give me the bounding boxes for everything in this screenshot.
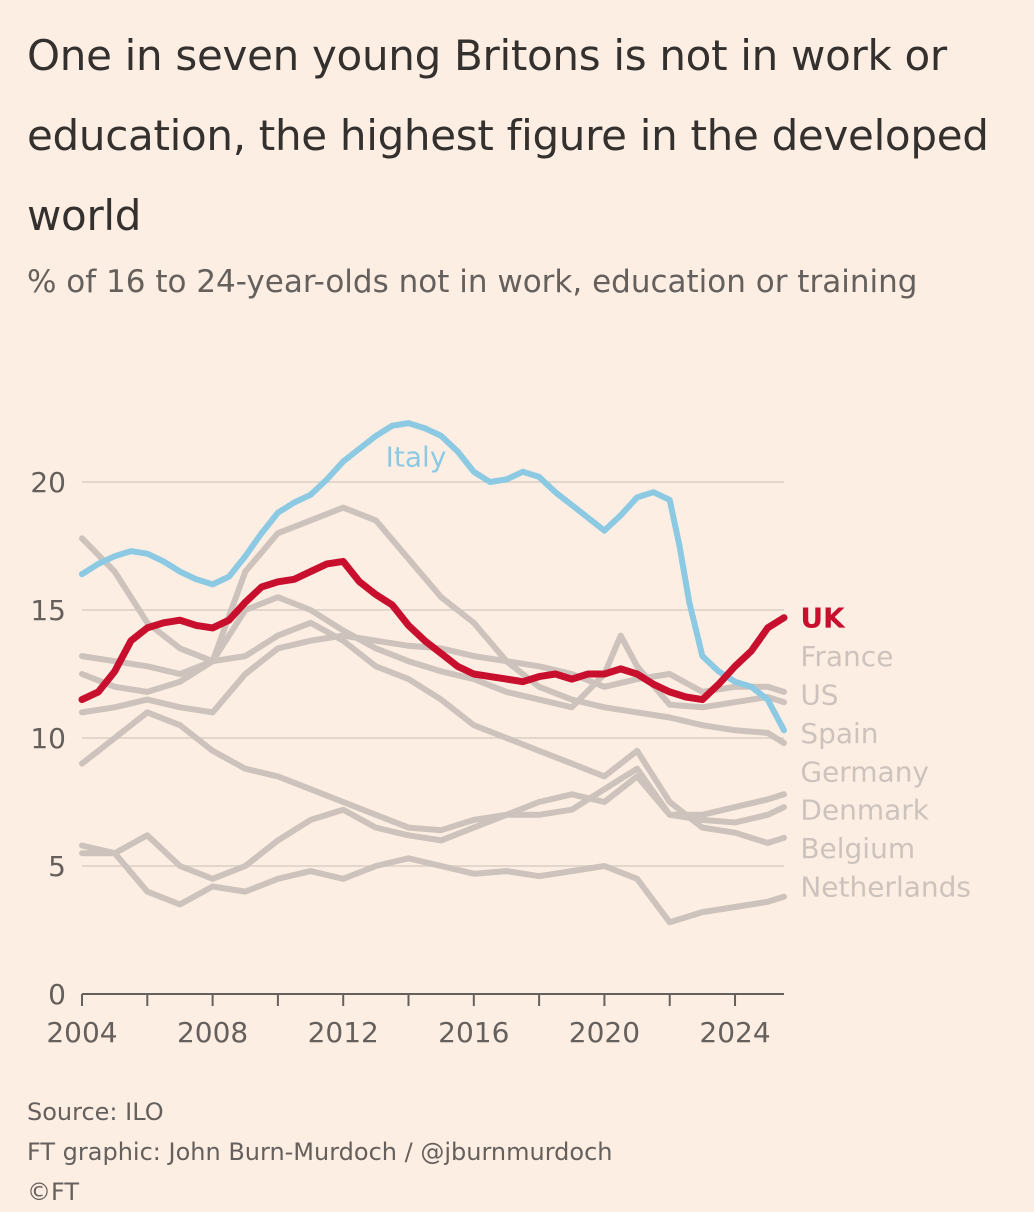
y-tick-label: 20 xyxy=(30,466,66,499)
series-line-uk xyxy=(78,557,788,704)
series-label-netherlands: Netherlands xyxy=(800,870,971,903)
chart-title: One in seven young Britons is not in wor… xyxy=(27,31,989,240)
graphic-credit: FT graphic: John Burn-Murdoch / @jburnmu… xyxy=(27,1138,613,1166)
series-label-france: France xyxy=(800,640,893,673)
series-line-belgium xyxy=(79,535,787,846)
series-label-us: US xyxy=(800,678,838,711)
series-line-italy xyxy=(79,420,787,734)
series-label-spain: Spain xyxy=(800,717,878,750)
x-tick-label: 2004 xyxy=(46,1016,117,1049)
series-line-spain xyxy=(79,504,787,747)
copyright: ©FT xyxy=(27,1178,80,1206)
series-line-netherlands xyxy=(79,842,787,926)
series-label-germany: Germany xyxy=(800,755,929,788)
y-tick-label: 0 xyxy=(48,978,66,1011)
series-label-uk: UK xyxy=(800,602,846,635)
line-chart: 0 5 10 15 20 2004 2008 2012 2016 2020 2024 Italy UK… xyxy=(30,420,971,1049)
series-lines xyxy=(78,420,788,926)
x-tick-label: 2012 xyxy=(308,1016,379,1049)
x-tick-label: 2016 xyxy=(438,1016,509,1049)
series-line-france xyxy=(79,632,787,716)
series-label-italy: Italy xyxy=(386,440,447,473)
axes: 0 5 10 15 20 2004 2008 2012 2016 2020 2024 xyxy=(30,466,784,1049)
x-tick-label: 2020 xyxy=(569,1016,640,1049)
series-label-denmark: Denmark xyxy=(800,794,929,827)
series-labels: Italy UK France US Spain Germany Denmark Belgiu… xyxy=(383,437,971,903)
series-label-belgium: Belgium xyxy=(800,832,915,865)
source-note: Source: ILO xyxy=(27,1098,164,1126)
y-tick-label: 15 xyxy=(30,594,66,627)
y-tick-label: 5 xyxy=(48,850,66,883)
footer: Source: ILO FT graphic: John Burn-Murdoc… xyxy=(27,1092,612,1212)
series-line-denmark xyxy=(79,773,787,882)
x-tick-label: 2024 xyxy=(699,1016,770,1049)
chart-subtitle: % of 16 to 24-year-olds not in work, edu… xyxy=(27,264,918,300)
y-tick-label: 10 xyxy=(30,722,66,755)
x-tick-label: 2008 xyxy=(177,1016,248,1049)
